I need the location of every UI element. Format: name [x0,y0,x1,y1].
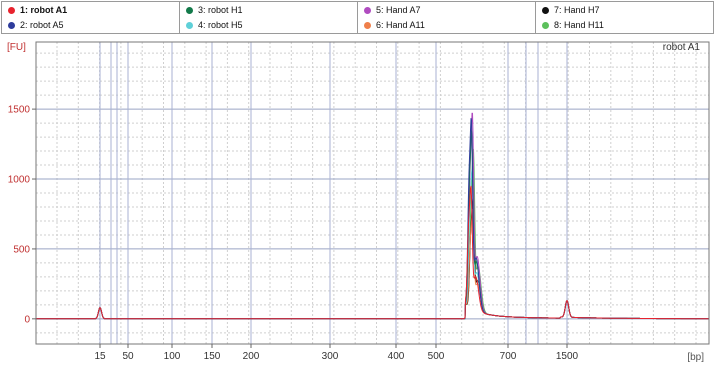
series-trace-5-hand-a7 [36,112,709,320]
chart-title: robot A1 [663,42,701,53]
legend-item-hand-a7[interactable]: 5: Hand A7 [364,3,421,18]
x-tick-label: 1500 [556,351,579,362]
legend-item-hand-a11[interactable]: 6: Hand A11 [364,18,425,33]
series-trace-4-robot-h5 [36,169,709,320]
series-dot-icon [364,7,371,14]
series-traces [36,112,709,320]
ladder-marker-lines [99,42,568,344]
legend: 1: robot A1 2: robot A5 3: robot H1 4: r… [1,1,714,34]
series-dot-icon [542,7,549,14]
x-tick-label: 300 [322,351,339,362]
x-tick-label: 700 [500,351,517,362]
legend-column-3: 5: Hand A7 6: Hand A11 [358,2,536,33]
y-tick-label: 1500 [8,105,31,116]
y-tick-label: 500 [13,244,30,255]
x-axis: 15 50 100 150 200 300 400 500 700 1500 [94,344,579,362]
x-tick-label: 15 [94,351,106,362]
y-tick-label: 0 [24,314,30,325]
series-trace-8-hand-h11 [36,148,709,320]
series-dot-icon [186,22,193,29]
series-trace-2-robot-a5 [36,118,709,320]
chart-grid [36,42,709,344]
x-axis-label: [bp] [687,352,704,363]
x-tick-label: 50 [122,351,134,362]
series-dot-icon [186,7,193,14]
x-tick-label: 150 [204,351,221,362]
legend-item-hand-h11[interactable]: 8: Hand H11 [542,18,604,33]
y-axis-label: [FU] [7,42,26,53]
y-axis: 0 500 1000 1500 [8,105,36,325]
legend-item-robot-h5[interactable]: 4: robot H5 [186,18,243,33]
x-tick-label: 200 [243,351,260,362]
y-tick-label: 1000 [8,175,31,186]
x-tick-label: 100 [164,351,181,362]
legend-item-hand-h7[interactable]: 7: Hand H7 [542,3,600,18]
series-dot-icon [8,22,15,29]
series-trace-6-hand-a11 [36,208,709,320]
legend-item-robot-a1[interactable]: 1: robot A1 [8,3,67,18]
legend-column-2: 3: robot H1 4: robot H5 [180,2,358,33]
legend-item-robot-h1[interactable]: 3: robot H1 [186,3,243,18]
series-trace-1-robot-a1 [36,185,709,320]
series-dot-icon [542,22,549,29]
plot-frame [35,41,710,345]
series-dot-icon [364,22,371,29]
series-dot-icon [8,7,15,14]
legend-column-4: 7: Hand H7 8: Hand H11 [536,2,713,33]
x-tick-label: 400 [388,351,405,362]
series-trace-7-hand-h7 [36,197,709,320]
legend-column-1: 1: robot A1 2: robot A5 [2,2,180,33]
legend-item-robot-a5[interactable]: 2: robot A5 [8,18,64,33]
x-tick-label: 500 [428,351,445,362]
